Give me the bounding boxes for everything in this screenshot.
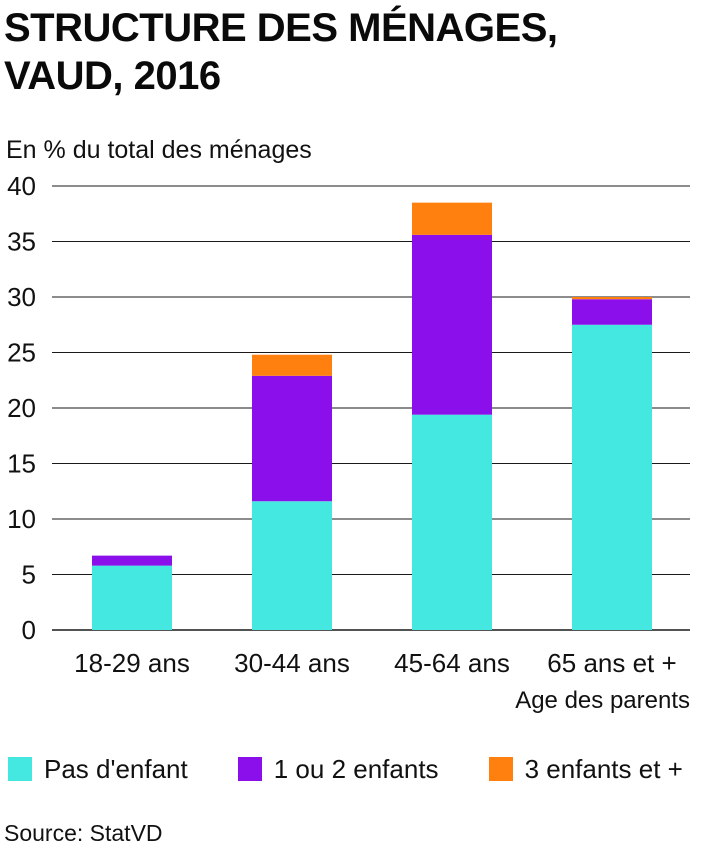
bar-45-64-ans-1-ou-2-enfants	[412, 234, 492, 415]
chart-title: STRUCTURE DES MÉNAGES, VAUD, 2016	[4, 4, 558, 100]
legend-item-1-ou-2-enfants: 1 ou 2 enfants	[237, 753, 439, 785]
y-tick-label-35: 35	[7, 227, 36, 257]
source-value: StatVD	[89, 820, 163, 846]
bar-45-64-ans-pas-d-enfant	[412, 414, 492, 630]
y-tick-label-40: 40	[7, 171, 36, 201]
legend-item-3-enfants-et-plus: 3 enfants et +	[488, 753, 683, 785]
y-axis-unit-label: En % du total des ménages	[6, 136, 312, 164]
bar-65-ans-et-plus-1-ou-2-enfants	[572, 299, 652, 325]
x-category-45-64-ans: 45-64 ans	[394, 648, 510, 678]
legend-swatch-pas-d-enfant	[8, 757, 32, 781]
legend-swatch-3-enfants-et-plus	[488, 757, 513, 781]
stacked-bar-chart: 0 5 10 15 20 25 30 35 40 18-29 ans 30-44 ans 45-64…	[7, 171, 690, 714]
legend: Pas d'enfant 1 ou 2 enfants 3 enfants et…	[8, 752, 683, 786]
y-tick-label-0: 0	[22, 615, 36, 645]
y-tick-label-15: 15	[7, 449, 36, 479]
bar-65-ans-et-plus-pas-d-enfant	[572, 324, 652, 630]
chart-title-line-2: VAUD, 2016	[4, 54, 221, 98]
bar-30-44-ans-pas-d-enfant	[252, 501, 332, 630]
y-axis-ticks: 0 5 10 15 20 25 30 35 40	[7, 171, 36, 645]
x-axis-categories: 18-29 ans 30-44 ans 45-64 ans 65 ans et +	[74, 648, 677, 678]
legend-label-3-enfants-et-plus: 3 enfants et +	[524, 753, 683, 784]
source-note: Source: StatVD	[4, 820, 163, 847]
chart-title-line-1: STRUCTURE DES MÉNAGES,	[4, 6, 558, 50]
y-tick-label-20: 20	[7, 393, 36, 423]
y-tick-label-10: 10	[7, 504, 36, 534]
bars	[92, 202, 652, 630]
source-label: Source:	[4, 820, 84, 846]
bar-18-29-ans-1-ou-2-enfants	[92, 555, 172, 566]
bar-30-44-ans-1-ou-2-enfants	[252, 375, 332, 502]
legend-label-pas-d-enfant: Pas d'enfant	[44, 753, 188, 784]
bar-45-64-ans-3-enfants-et-plus	[412, 202, 492, 235]
x-category-30-44-ans: 30-44 ans	[234, 648, 350, 678]
bar-18-29-ans-pas-d-enfant	[92, 565, 172, 630]
bar-30-44-ans-3-enfants-et-plus	[252, 354, 332, 376]
legend-label-1-ou-2-enfants: 1 ou 2 enfants	[273, 753, 439, 784]
legend-swatch-1-ou-2-enfants	[237, 757, 262, 781]
x-category-18-29-ans: 18-29 ans	[74, 648, 190, 678]
y-tick-label-30: 30	[7, 282, 36, 312]
bar-65-ans-et-plus-3-enfants-et-plus	[572, 297, 652, 300]
x-axis-title: Age des parents	[515, 687, 690, 714]
legend-item-pas-d-enfant: Pas d'enfant	[8, 754, 188, 785]
y-tick-label-25: 25	[7, 338, 36, 368]
y-tick-label-5: 5	[22, 560, 36, 590]
x-category-65-ans-et-plus: 65 ans et +	[547, 648, 676, 678]
